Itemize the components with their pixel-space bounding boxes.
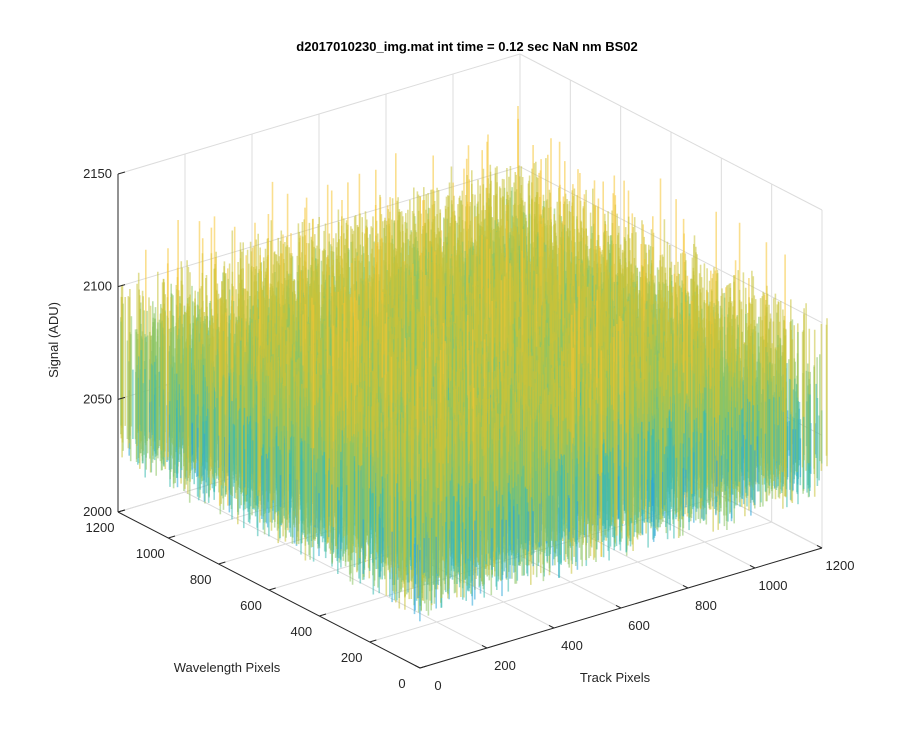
surface xyxy=(120,106,828,622)
floor-grid-line xyxy=(369,521,772,643)
side-wall-grid-line xyxy=(519,166,823,324)
side-wall-grid-line xyxy=(519,53,823,211)
chart-title: d2017010230_img.mat int time = 0.12 sec … xyxy=(296,39,637,54)
back-wall-grid-line xyxy=(117,53,521,175)
